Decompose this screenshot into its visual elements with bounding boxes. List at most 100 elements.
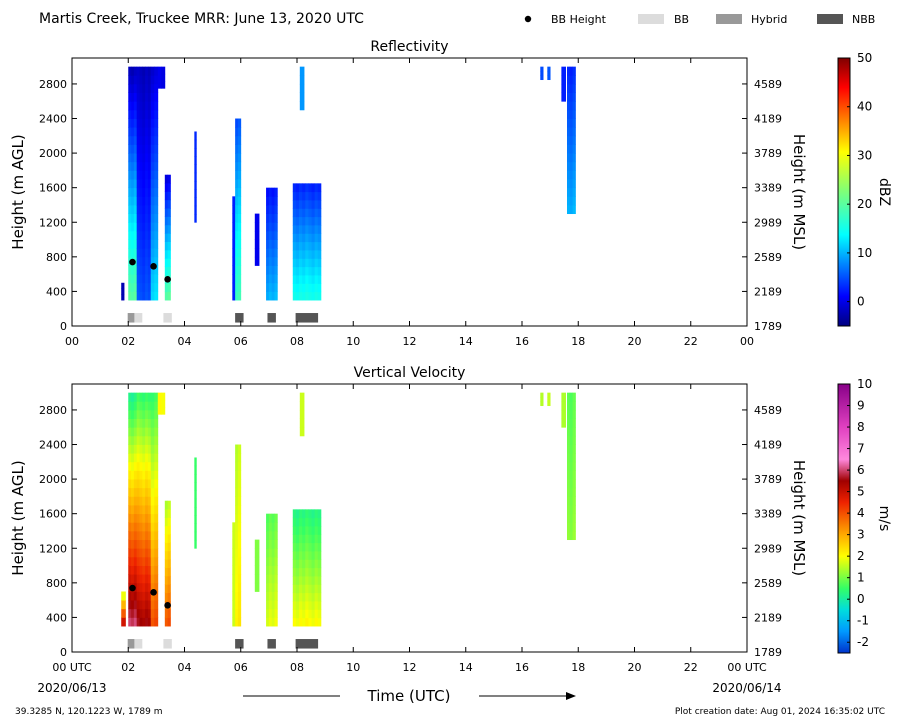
echo-cell — [154, 170, 159, 180]
echo-cell — [150, 213, 155, 223]
echo-cell — [567, 92, 571, 102]
bb-class-bar-bb — [134, 313, 143, 323]
echo-cell — [295, 609, 300, 619]
legend-bb-label: BB — [674, 13, 689, 26]
echo-cell — [145, 144, 149, 154]
echo-cell — [139, 444, 143, 454]
echo-cell — [136, 617, 140, 627]
echo-cell — [274, 282, 278, 292]
echo-cell — [274, 274, 278, 284]
echo-cell — [254, 574, 260, 584]
echo-column — [547, 66, 551, 81]
panel-title: Vertical Velocity — [354, 365, 466, 381]
echo-cell — [161, 407, 166, 415]
echo-cell — [567, 179, 571, 189]
echo-cell — [266, 213, 270, 223]
echo-column — [547, 392, 551, 407]
echo-cell — [142, 179, 146, 189]
echo-cell — [317, 183, 322, 193]
echo-cell — [145, 513, 149, 523]
y-tick-label: 800 — [46, 251, 67, 264]
echo-cell — [547, 401, 551, 407]
y-tick-label: 2400 — [39, 439, 67, 452]
echo-cell — [136, 505, 140, 515]
echo-cell — [274, 617, 278, 627]
echo-cell — [154, 179, 159, 189]
echo-cell — [237, 135, 242, 145]
echo-cell — [139, 291, 143, 301]
colorbar-tick-label: 50 — [857, 51, 872, 65]
echo-cell — [128, 453, 132, 463]
panel-title: Reflectivity — [370, 39, 448, 55]
x-tick-label: 20 — [628, 335, 642, 348]
echo-cell — [131, 617, 135, 627]
echo-cell — [139, 401, 143, 411]
echo-cell — [305, 526, 309, 535]
echo-cell — [232, 608, 236, 618]
echo-cell — [150, 127, 155, 137]
echo-cell — [232, 522, 236, 532]
echo-cell — [572, 392, 576, 402]
bb-class-bar-nbb — [235, 639, 244, 649]
echo-cell — [274, 539, 278, 549]
echo-cell — [271, 565, 275, 575]
echo-cell — [133, 444, 138, 454]
echo-cell — [295, 241, 300, 251]
echo-cell — [305, 191, 309, 201]
echo-cell — [136, 409, 140, 419]
echo-cell — [147, 505, 152, 515]
echo-cell — [302, 517, 306, 527]
echo-cell — [569, 513, 574, 523]
echo-cell — [145, 496, 149, 506]
echo-cell — [194, 172, 197, 182]
echo-cell — [150, 274, 155, 284]
echo-cell — [311, 567, 316, 577]
echo-cell — [136, 291, 140, 301]
echo-cell — [139, 170, 143, 180]
echo-cell — [133, 401, 138, 411]
echo-cell — [154, 470, 159, 480]
echo-cell — [547, 75, 551, 81]
echo-cell — [266, 600, 270, 610]
echo-cell — [131, 539, 135, 549]
echo-cell — [164, 174, 169, 184]
echo-cell — [154, 479, 159, 489]
echo-cell — [150, 565, 155, 575]
echo-cell — [271, 274, 275, 284]
echo-cell — [567, 505, 571, 515]
echo-cell — [268, 204, 273, 215]
echo-cell — [142, 127, 146, 137]
echo-cell — [271, 574, 275, 584]
echo-cell — [232, 565, 236, 575]
echo-cell — [274, 600, 278, 610]
y-tick-label-right: 1789 — [754, 646, 782, 659]
bb-class-bar-hybrid — [127, 639, 135, 649]
x-tick-label: 12 — [403, 661, 417, 674]
bb-class-bar-nbb — [267, 313, 276, 323]
echo-cell — [139, 600, 143, 610]
echo-cell — [235, 582, 239, 592]
legend-nbb-swatch — [817, 14, 843, 24]
echo-cell — [235, 274, 239, 284]
echo-cell — [311, 266, 316, 276]
echo-cell — [131, 591, 135, 601]
echo-cell — [292, 584, 297, 594]
echo-cell — [136, 548, 140, 558]
echo-cell — [147, 274, 152, 284]
echo-cell — [302, 250, 306, 259]
echo-cell — [142, 479, 146, 489]
echo-cell — [136, 187, 140, 197]
echo-cell — [167, 500, 171, 510]
echo-cell — [266, 291, 270, 301]
echo-cell — [311, 601, 316, 610]
echo-cell — [133, 505, 138, 515]
echo-cell — [131, 513, 135, 523]
echo-cell — [274, 522, 278, 532]
echo-cell — [139, 66, 143, 76]
echo-cell — [145, 135, 149, 145]
echo-cell — [128, 513, 132, 523]
echo-cell — [139, 274, 143, 284]
echo-cell — [136, 513, 140, 523]
echo-cell — [232, 574, 236, 584]
echo-cell — [194, 189, 197, 198]
